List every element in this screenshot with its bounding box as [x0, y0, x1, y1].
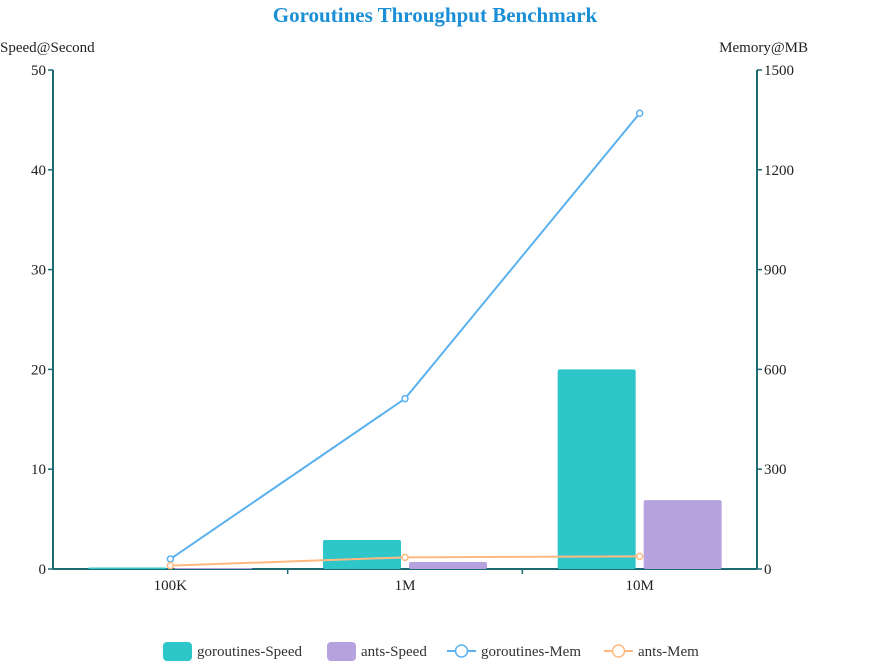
y-right-tick-label: 1500 — [764, 63, 794, 79]
bar-ants-Speed — [409, 562, 487, 569]
legend-swatch — [327, 642, 356, 661]
legend-item-ants-Mem[interactable]: ants-Mem — [604, 644, 699, 660]
y-left-tick-label: 30 — [31, 263, 46, 279]
bar-goroutines-Speed — [323, 540, 401, 569]
legend-swatch — [163, 642, 192, 661]
legend-item-goroutines-Speed[interactable]: goroutines-Speed — [163, 642, 302, 661]
y-left-tick-label: 20 — [31, 362, 46, 378]
bar-ants-Speed — [643, 500, 722, 569]
chart-title: Goroutines Throughput Benchmark — [273, 3, 598, 27]
legend-item-goroutines-Mem[interactable]: goroutines-Mem — [447, 644, 581, 660]
x-tick-label: 10M — [625, 578, 653, 594]
y-right-tick-label: 300 — [764, 462, 787, 478]
bars — [88, 369, 722, 569]
point-ants-Mem — [166, 561, 175, 570]
point-goroutines-Mem — [401, 394, 409, 403]
bar-ants-Speed — [174, 568, 253, 569]
x-tick-label: 100K — [154, 578, 188, 594]
legend-swatch-marker — [454, 644, 469, 658]
legend-item-ants-Speed[interactable]: ants-Speed — [327, 642, 427, 661]
y-axis-right-label: Memory@MB — [719, 40, 808, 56]
y-left-tick-label: 40 — [31, 163, 46, 179]
y-axis-left-label: Speed@Second — [0, 40, 95, 56]
bar-goroutines-Speed — [557, 369, 636, 569]
y-left-tick-label: 0 — [39, 562, 47, 578]
y-left-tick-label: 10 — [31, 462, 46, 478]
legend: goroutines-Speed ants-Speed goroutines-Mem… — [163, 642, 699, 661]
point-ants-Mem — [635, 552, 644, 561]
point-ants-Mem — [401, 553, 409, 562]
y-right-tick-label: 600 — [764, 362, 787, 378]
legend-swatch-marker — [611, 644, 626, 658]
y-right-tick-label: 1200 — [764, 163, 794, 179]
bar-goroutines-Speed — [88, 567, 167, 569]
y-right-tick-label: 900 — [764, 263, 787, 279]
point-goroutines-Mem — [166, 555, 175, 563]
y-left-tick-label: 50 — [31, 63, 46, 79]
legend-label: ants-Mem — [638, 644, 699, 660]
y-right-tick-label: 0 — [764, 562, 772, 578]
point-goroutines-Mem — [635, 109, 644, 117]
x-tick-label: 1M — [395, 578, 416, 594]
legend-label: ants-Speed — [361, 644, 427, 660]
legend-label: goroutines-Speed — [197, 644, 302, 660]
legend-label: goroutines-Mem — [481, 644, 581, 660]
memory-lines — [166, 109, 644, 570]
